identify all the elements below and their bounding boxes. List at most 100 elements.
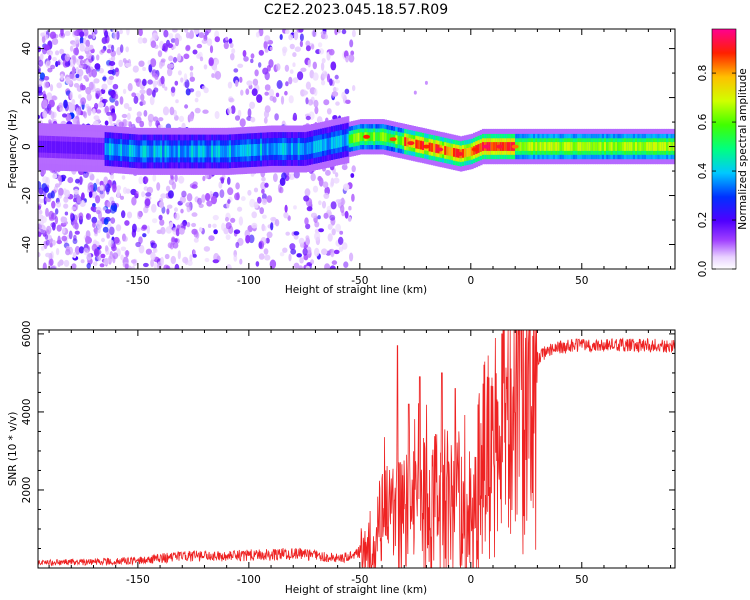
noise-blob	[327, 223, 333, 230]
noise-blob	[194, 29, 200, 35]
noise-blob	[250, 53, 255, 59]
ridge-cell	[530, 142, 534, 151]
noise-blob	[326, 205, 332, 213]
ridge-cell	[319, 139, 323, 152]
ridge-cell	[524, 142, 527, 151]
ridge-cell	[646, 142, 649, 151]
ridge-cell	[311, 141, 314, 154]
noise-blob	[116, 185, 122, 191]
noise-blob	[84, 46, 90, 52]
x-tick-label: -100	[237, 574, 261, 586]
noise-blob	[263, 248, 269, 255]
ridge-cell	[610, 142, 614, 151]
noise-blob	[145, 248, 152, 255]
ridge-cell	[335, 136, 339, 149]
ridge-hotspot	[482, 144, 490, 149]
noise-blob	[233, 254, 238, 262]
noise-blob	[140, 93, 145, 102]
noise-blob	[205, 29, 212, 34]
noise-blob	[52, 239, 56, 246]
noise-blob	[321, 80, 326, 86]
ridge-cell	[581, 142, 585, 151]
noise-blob	[78, 55, 84, 60]
ridge-cell	[220, 145, 223, 158]
noise-blob	[179, 195, 186, 204]
noise-blob	[157, 124, 163, 129]
noise-blob	[77, 68, 84, 77]
noise-blob	[228, 97, 235, 103]
noise-blob	[230, 217, 236, 223]
noise-blob	[318, 200, 322, 206]
noise-blob	[79, 31, 85, 38]
ridge-cell	[342, 134, 345, 147]
noise-blob	[121, 210, 126, 219]
noise-blob	[225, 222, 232, 230]
noise-blob	[86, 262, 91, 269]
noise-blob	[125, 188, 131, 194]
noise-blob	[212, 223, 217, 228]
noise-blob	[40, 32, 45, 37]
noise-blob	[104, 120, 109, 126]
noise-blob	[334, 29, 338, 36]
noise-blob	[83, 247, 89, 256]
ridge-cell	[155, 145, 159, 158]
noise-blob	[195, 90, 201, 98]
noise-blob	[63, 203, 69, 209]
noise-blob	[209, 45, 214, 54]
noise-blob	[330, 61, 337, 71]
noise-blob	[183, 53, 190, 60]
noise-blob	[214, 70, 222, 80]
ridge-cell	[288, 143, 292, 155]
noise-blob	[252, 78, 259, 86]
noise-blob	[48, 119, 52, 125]
snr-frame	[37, 329, 676, 569]
noise-blob	[122, 58, 127, 63]
noise-blob	[87, 34, 93, 39]
noise-blob	[43, 186, 50, 193]
noise-blob	[235, 182, 240, 190]
noise-blob	[302, 90, 309, 96]
ridge-cell	[557, 142, 561, 151]
noise-blob	[99, 189, 106, 199]
noise-blob	[264, 35, 271, 43]
noise-blob	[55, 208, 59, 215]
noise-blob	[48, 55, 52, 61]
noise-blob	[80, 259, 85, 264]
ridge-cell	[433, 143, 436, 153]
noise-blob	[49, 242, 53, 248]
ridge-cell	[206, 145, 210, 158]
noise-blob	[64, 211, 69, 216]
noise-blob	[69, 45, 74, 52]
ridge-cell	[78, 142, 81, 154]
noise-blob	[137, 37, 144, 44]
noise-blob	[269, 46, 273, 51]
noise-blob	[312, 72, 319, 81]
noise-blob	[120, 254, 124, 261]
noise-blob	[76, 108, 81, 116]
noise-blob	[127, 106, 132, 112]
y-tick-label: -20	[21, 187, 33, 204]
x-tick-label: -150	[126, 574, 150, 586]
ridge-cell	[93, 142, 97, 155]
noise-blob	[142, 37, 148, 44]
snr-background	[38, 330, 675, 568]
ridge-cell	[504, 142, 507, 151]
ridge-cell	[186, 145, 190, 158]
noise-blob	[274, 219, 280, 227]
noise-blob	[214, 111, 220, 119]
noise-blob	[218, 181, 223, 189]
noise-blob	[94, 29, 98, 35]
ridge-cell	[69, 141, 72, 154]
noise-blob	[189, 76, 195, 82]
noise-blob	[108, 75, 114, 80]
noise-blob	[81, 192, 85, 201]
noise-blob	[205, 193, 211, 201]
noise-blob	[51, 200, 56, 209]
noise-blob	[49, 258, 54, 266]
noise-blob	[279, 252, 285, 257]
noise-blob	[65, 114, 72, 121]
ridge-cell	[577, 142, 581, 151]
noise-blob	[38, 208, 42, 216]
ridge-cell	[273, 143, 277, 155]
noise-blob	[70, 206, 76, 211]
